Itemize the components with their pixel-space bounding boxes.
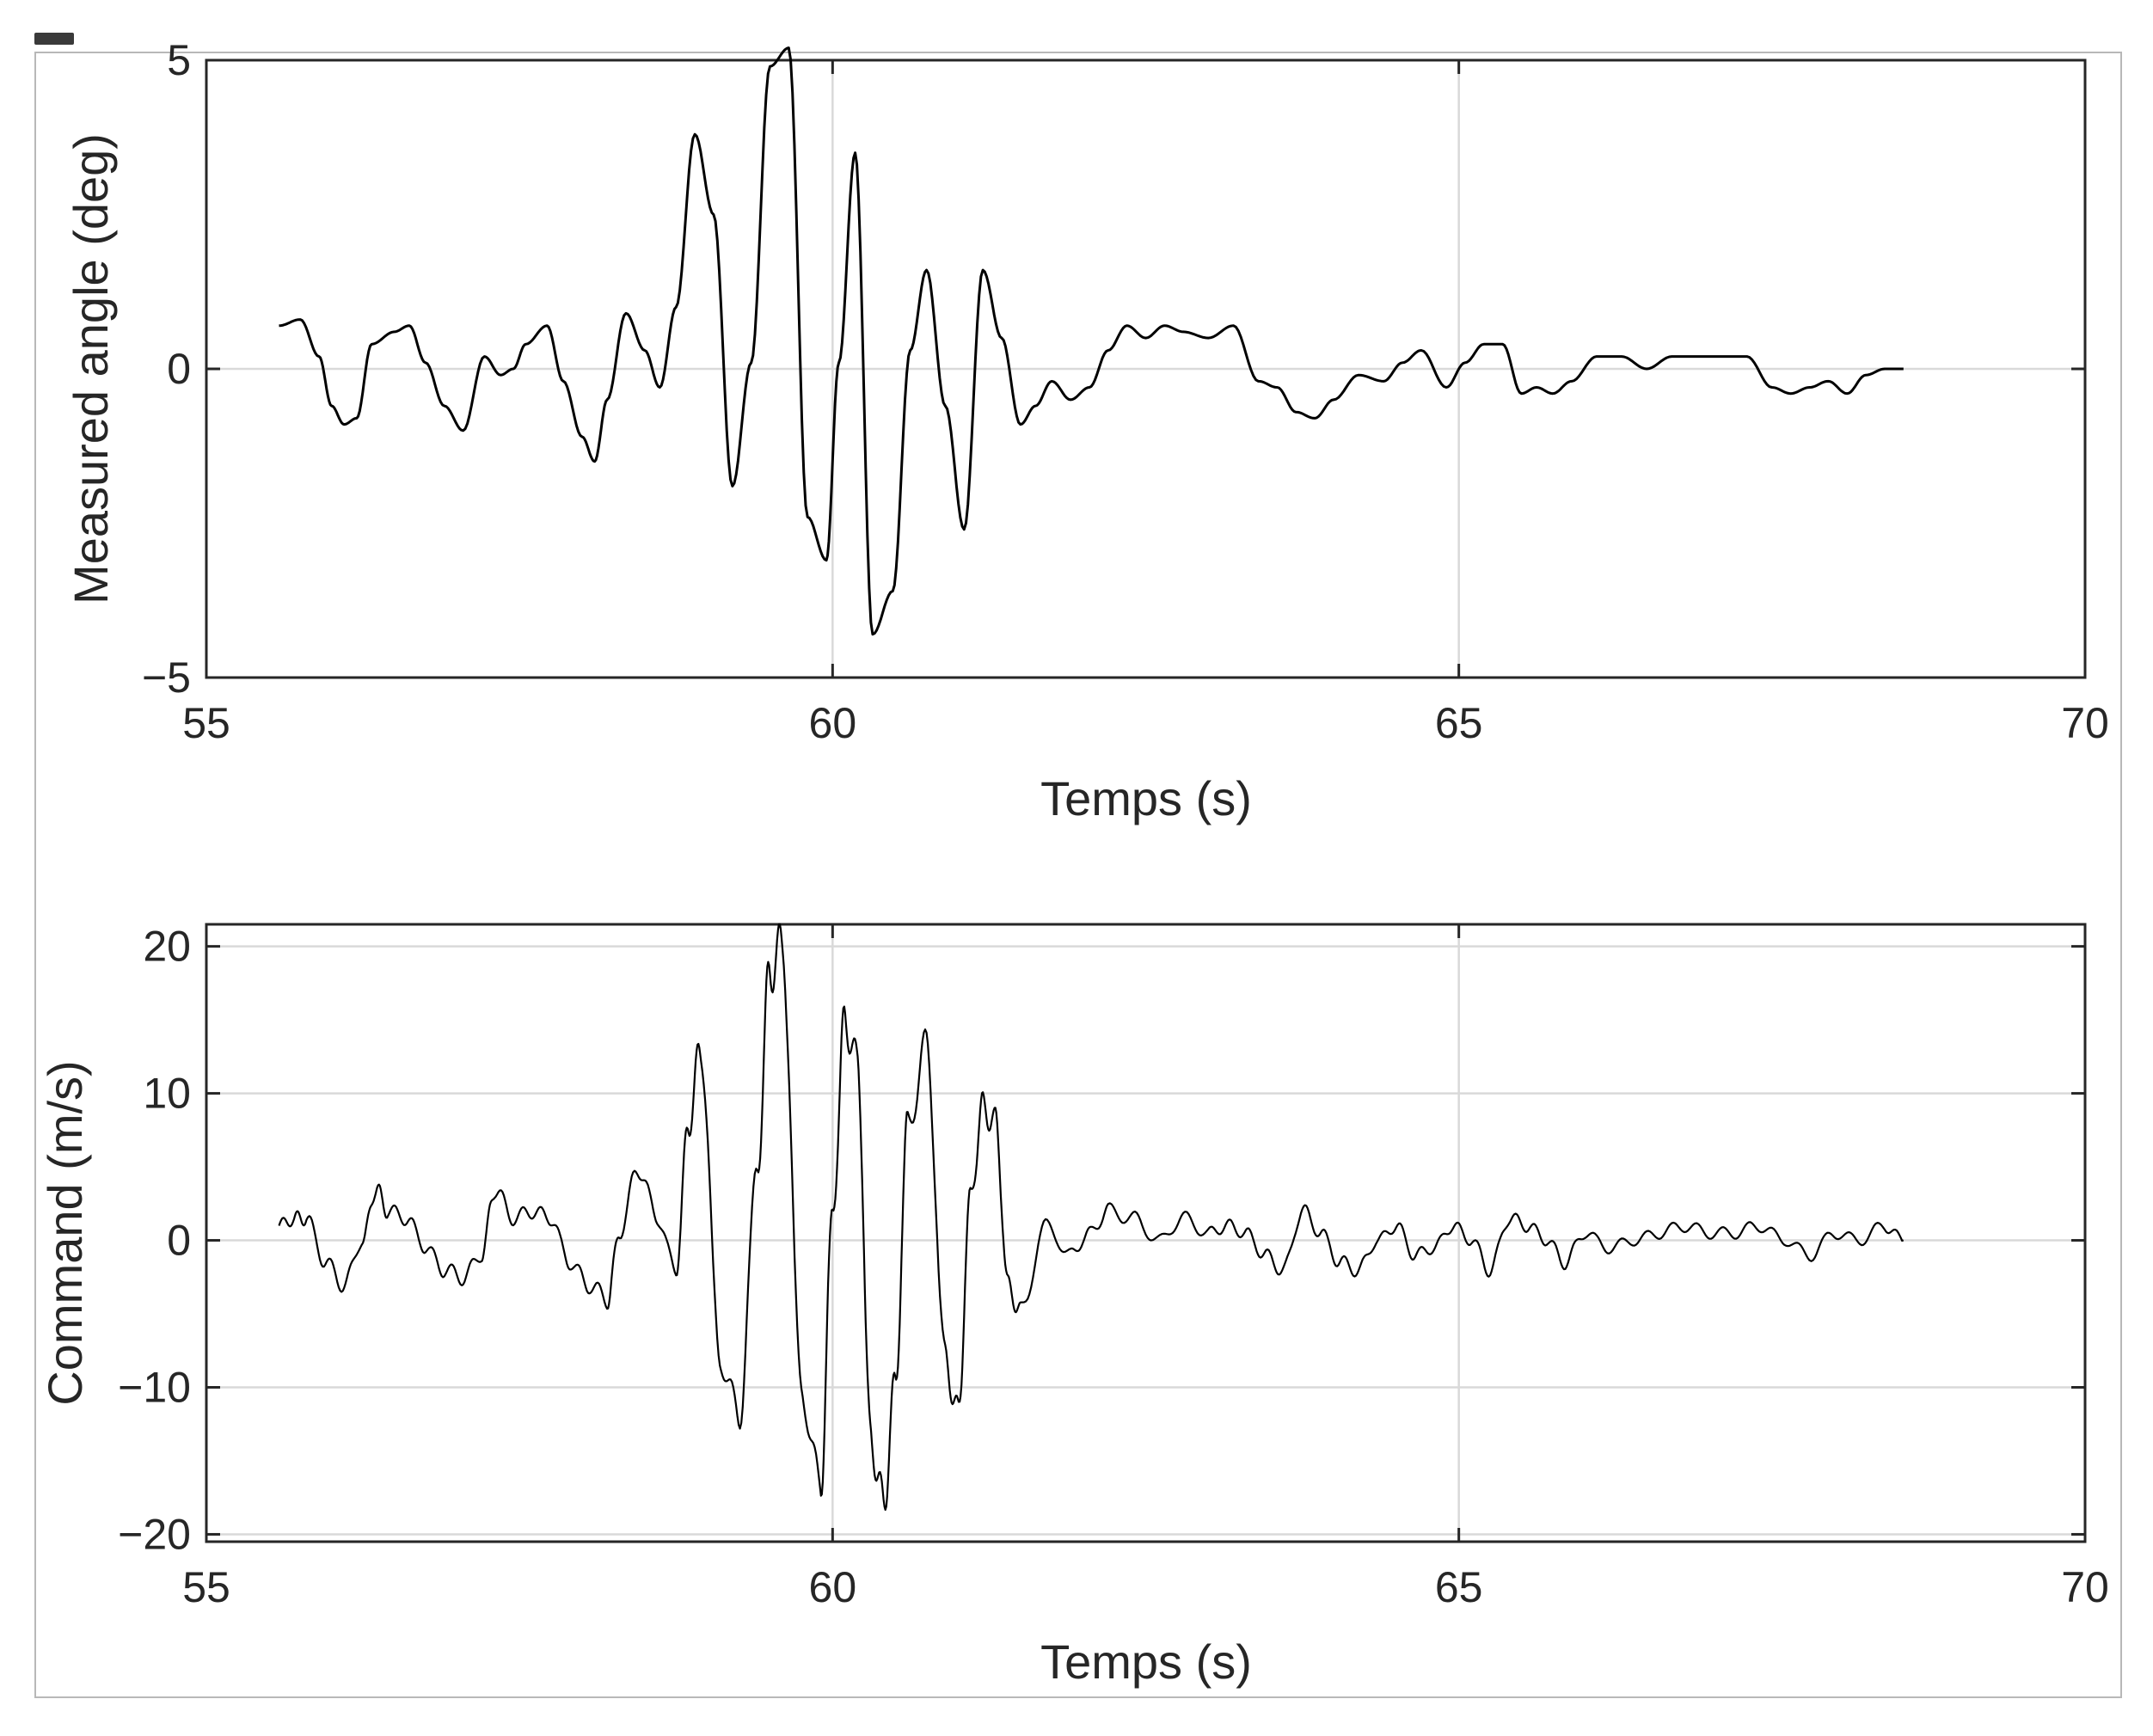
angle-ticks <box>205 58 2087 679</box>
angle-grid <box>205 58 2087 679</box>
command-y-tick-label: −20 <box>118 1510 191 1558</box>
command-plot-area <box>205 923 2087 1543</box>
angle-y-tick-labels: −5 0 5 <box>142 36 191 702</box>
command-ticks <box>205 924 2087 1542</box>
angle-y-tick-label: −5 <box>142 653 191 702</box>
angle-x-axis-label: Temps (s) <box>1040 771 1252 825</box>
command-x-tick-label: 55 <box>182 1563 230 1611</box>
angle-y-tick-label: 0 <box>167 345 191 393</box>
angle-x-tick-label: 60 <box>809 699 857 747</box>
command-x-tick-label: 65 <box>1435 1563 1483 1611</box>
command-y-tick-label: 10 <box>143 1070 191 1118</box>
command-y-tick-labels: −20 −10 0 10 20 <box>118 923 191 1559</box>
command-x-tick-label: 60 <box>809 1563 857 1611</box>
command-series-line <box>278 923 1905 1511</box>
command-x-axis-label: Temps (s) <box>1040 1635 1252 1689</box>
command-x-tick-label: 70 <box>2061 1563 2109 1611</box>
command-y-tick-label: 20 <box>143 923 191 971</box>
command-y-axis-label: Command (m/s) <box>38 1060 92 1405</box>
command-x-tick-labels: 55 60 65 70 <box>182 1563 2109 1611</box>
angle-x-tick-label: 65 <box>1435 699 1483 747</box>
window-badge-icon <box>34 33 74 45</box>
angle-x-tick-labels: 55 60 65 70 <box>182 699 2109 747</box>
angle-y-tick-label: 5 <box>167 36 191 84</box>
figure-frame <box>34 52 2122 1698</box>
angle-x-tick-label: 70 <box>2061 699 2109 747</box>
angle-subplot: 55 60 65 70 −5 0 5 Temps (s) Measured angle (… <box>64 36 2109 825</box>
command-y-tick-label: −10 <box>118 1364 191 1412</box>
command-y-tick-label: 0 <box>167 1217 191 1265</box>
command-subplot: 55 60 65 70 −20 −10 0 10 20 Temps (s) Command (… <box>38 923 2109 1689</box>
angle-series-line <box>279 46 1904 636</box>
angle-x-tick-label: 55 <box>182 699 230 747</box>
angle-y-axis-label: Measured angle (deg) <box>64 133 118 604</box>
